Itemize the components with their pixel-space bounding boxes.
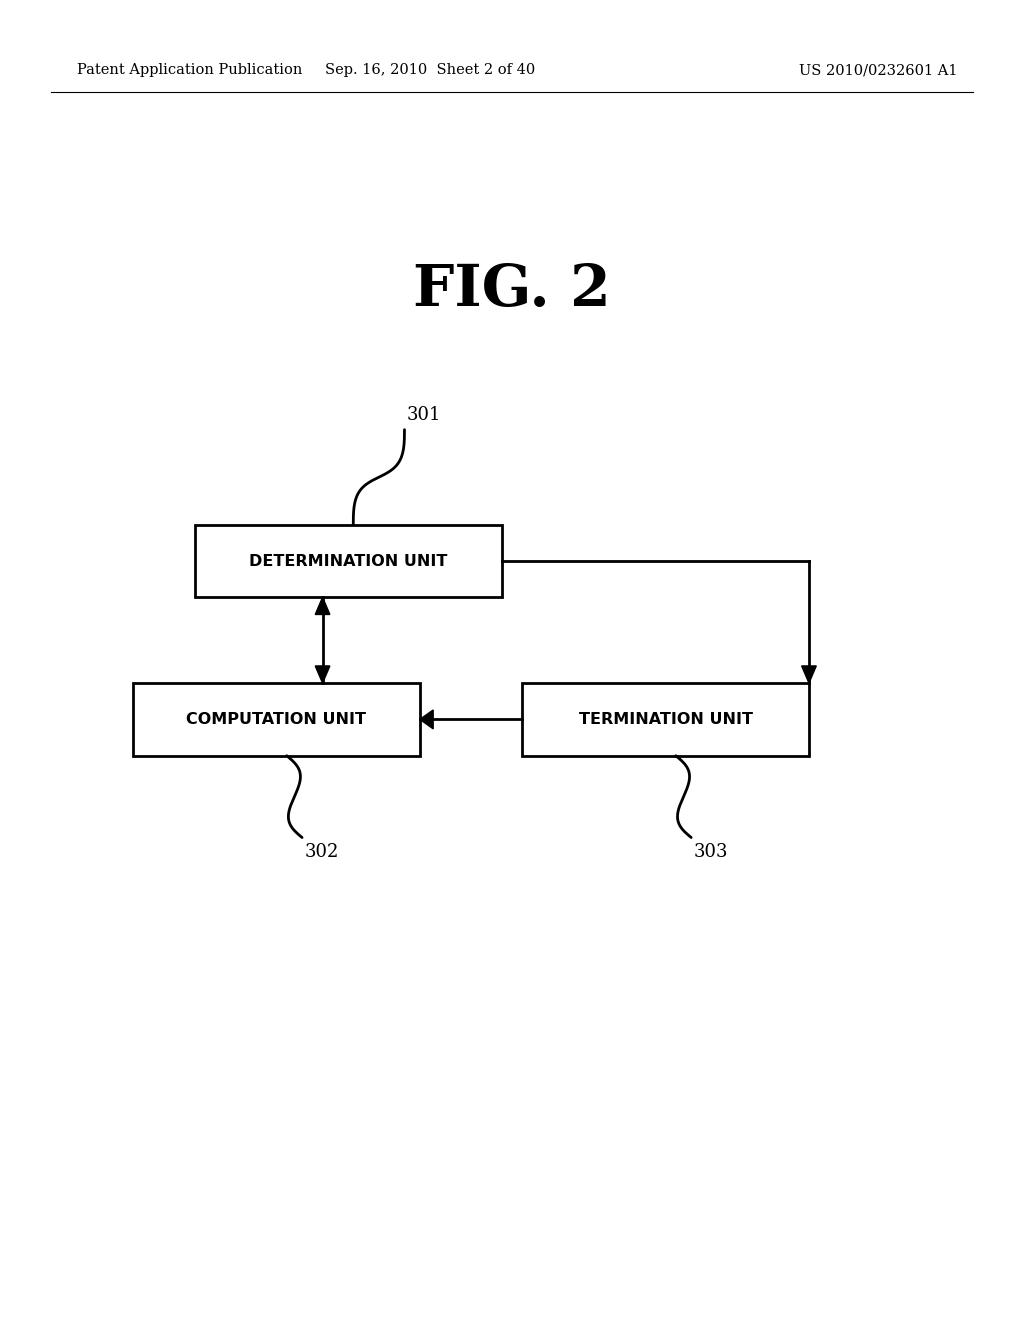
Text: FIG. 2: FIG. 2 — [413, 263, 611, 318]
Text: 303: 303 — [693, 843, 728, 861]
Bar — [522, 684, 809, 755]
Polygon shape — [315, 665, 330, 682]
Text: US 2010/0232601 A1: US 2010/0232601 A1 — [799, 63, 957, 78]
Text: 302: 302 — [304, 843, 339, 861]
Polygon shape — [420, 710, 433, 729]
Bar — [195, 525, 502, 597]
Text: DETERMINATION UNIT: DETERMINATION UNIT — [249, 553, 447, 569]
Text: Patent Application Publication: Patent Application Publication — [77, 63, 302, 78]
Text: Sep. 16, 2010  Sheet 2 of 40: Sep. 16, 2010 Sheet 2 of 40 — [325, 63, 536, 78]
Polygon shape — [802, 665, 816, 682]
Bar — [133, 684, 420, 755]
Text: TERMINATION UNIT: TERMINATION UNIT — [579, 711, 753, 727]
Text: 301: 301 — [407, 407, 441, 425]
Text: COMPUTATION UNIT: COMPUTATION UNIT — [186, 711, 367, 727]
Polygon shape — [315, 597, 330, 615]
